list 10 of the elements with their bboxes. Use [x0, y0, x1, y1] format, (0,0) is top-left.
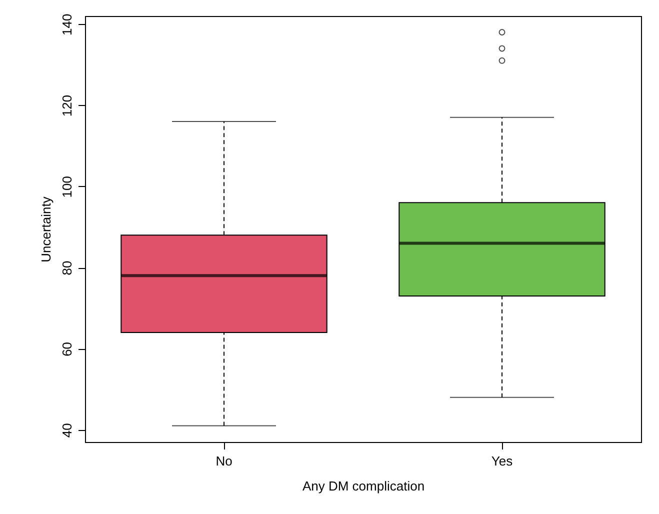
y-tick-label: 140	[60, 14, 74, 36]
y-tick-label: 60	[60, 342, 74, 356]
x-tick-label: No	[216, 454, 232, 468]
y-tick-label: 120	[60, 94, 74, 117]
x-tick-label: Yes	[491, 454, 514, 468]
y-tick-label: 100	[60, 176, 74, 198]
y-tick-label: 40	[60, 423, 74, 438]
y-axis-title: Uncertainty	[38, 196, 54, 262]
x-axis-title: Any DM complication	[302, 478, 425, 494]
y-tick-label: 80	[60, 260, 74, 276]
